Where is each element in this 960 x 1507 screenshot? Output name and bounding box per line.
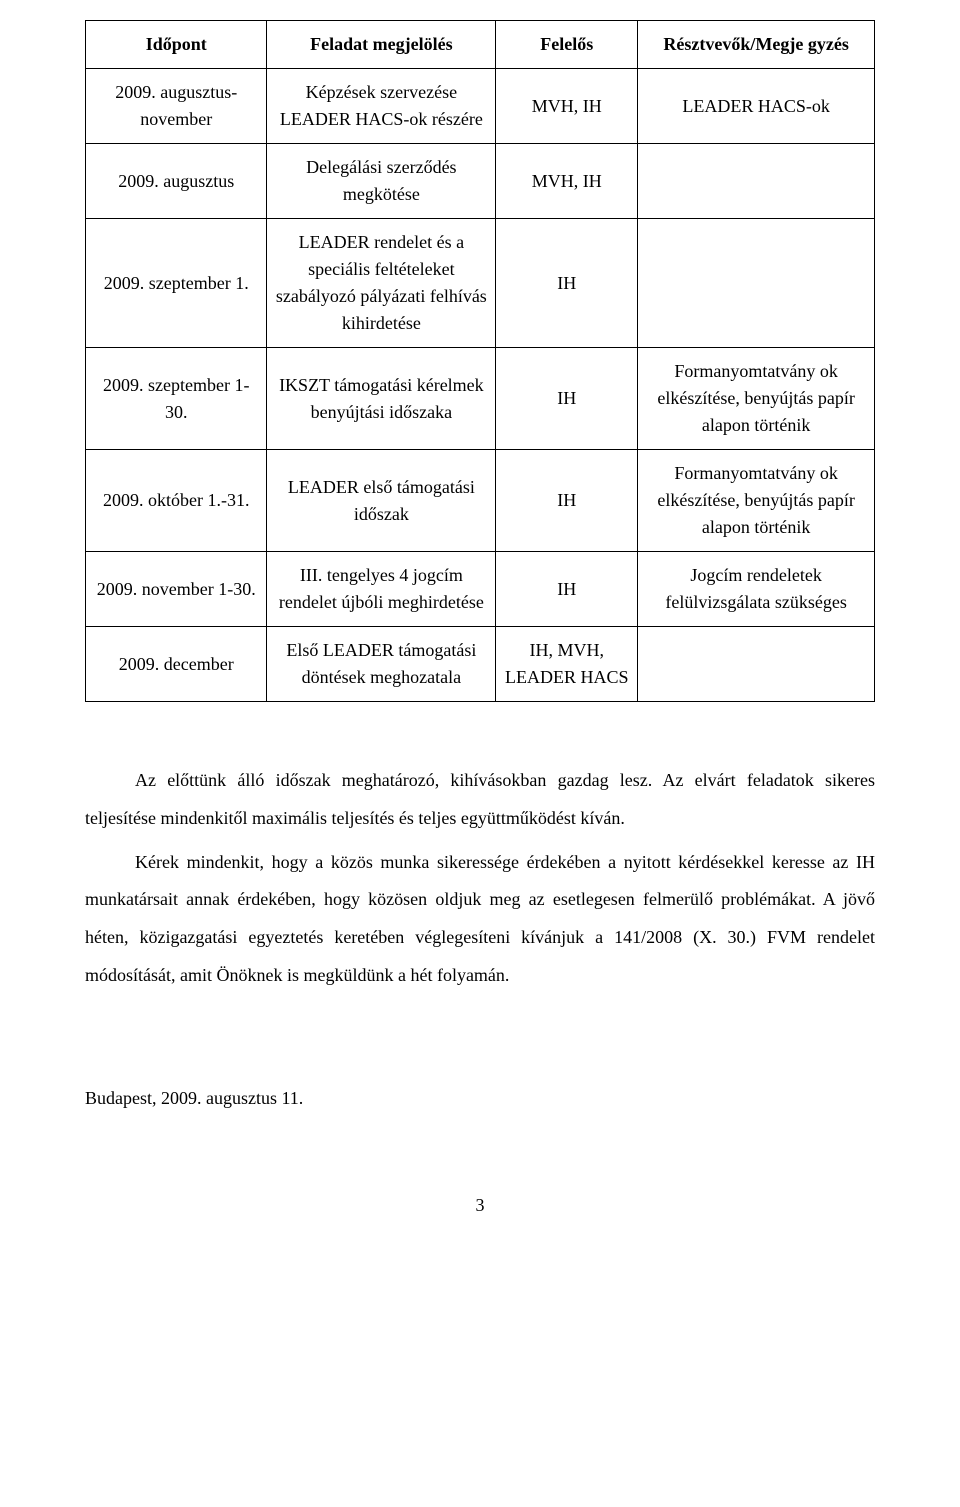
cell-task: LEADER első támogatási időszak [267, 450, 496, 552]
cell-time: 2009. augusztus-november [86, 69, 267, 144]
col-header-resp: Felelős [496, 21, 638, 69]
table-row: 2009. október 1.-31. LEADER első támogat… [86, 450, 875, 552]
cell-resp: MVH, IH [496, 69, 638, 144]
cell-time: 2009. szeptember 1-30. [86, 348, 267, 450]
cell-notes [638, 627, 875, 702]
table-row: 2009. szeptember 1. LEADER rendelet és a… [86, 219, 875, 348]
cell-notes: Formanyomtatvány ok elkészítése, benyújt… [638, 348, 875, 450]
cell-task: Képzések szervezése LEADER HACS-ok részé… [267, 69, 496, 144]
paragraph-2: Kérek mindenkit, hogy a közös munka sike… [85, 844, 875, 995]
table-row: 2009. szeptember 1-30. IKSZT támogatási … [86, 348, 875, 450]
cell-resp: IH [496, 450, 638, 552]
cell-time: 2009. december [86, 627, 267, 702]
cell-notes: Formanyomtatvány ok elkészítése, benyújt… [638, 450, 875, 552]
closing-line: Budapest, 2009. augusztus 11. [85, 1085, 875, 1112]
col-header-notes: Résztvevők/Megje gyzés [638, 21, 875, 69]
cell-task: IKSZT támogatási kérelmek benyújtási idő… [267, 348, 496, 450]
cell-time: 2009. szeptember 1. [86, 219, 267, 348]
cell-resp: MVH, IH [496, 144, 638, 219]
cell-resp: IH, MVH, LEADER HACS [496, 627, 638, 702]
cell-notes [638, 219, 875, 348]
cell-resp: IH [496, 219, 638, 348]
body-text: Az előttünk álló időszak meghatározó, ki… [85, 762, 875, 995]
table-header-row: Időpont Feladat megjelölés Felelős Részt… [86, 21, 875, 69]
cell-resp: IH [496, 552, 638, 627]
table-row: 2009. augusztus-november Képzések szerve… [86, 69, 875, 144]
cell-notes [638, 144, 875, 219]
cell-resp: IH [496, 348, 638, 450]
table-row: 2009. augusztus Delegálási szerződés meg… [86, 144, 875, 219]
cell-notes: LEADER HACS-ok [638, 69, 875, 144]
cell-task: Delegálási szerződés megkötése [267, 144, 496, 219]
cell-time: 2009. augusztus [86, 144, 267, 219]
cell-time: 2009. november 1-30. [86, 552, 267, 627]
cell-task: LEADER rendelet és a speciális feltétele… [267, 219, 496, 348]
cell-task: Első LEADER támogatási döntések meghozat… [267, 627, 496, 702]
cell-task: III. tengelyes 4 jogcím rendelet újbóli … [267, 552, 496, 627]
col-header-task: Feladat megjelölés [267, 21, 496, 69]
schedule-table: Időpont Feladat megjelölés Felelős Részt… [85, 20, 875, 702]
paragraph-1: Az előttünk álló időszak meghatározó, ki… [85, 762, 875, 838]
col-header-time: Időpont [86, 21, 267, 69]
table-row: 2009. november 1-30. III. tengelyes 4 jo… [86, 552, 875, 627]
page-number: 3 [85, 1192, 875, 1219]
cell-notes: Jogcím rendeletek felülvizsgálata szüksé… [638, 552, 875, 627]
cell-time: 2009. október 1.-31. [86, 450, 267, 552]
table-row: 2009. december Első LEADER támogatási dö… [86, 627, 875, 702]
